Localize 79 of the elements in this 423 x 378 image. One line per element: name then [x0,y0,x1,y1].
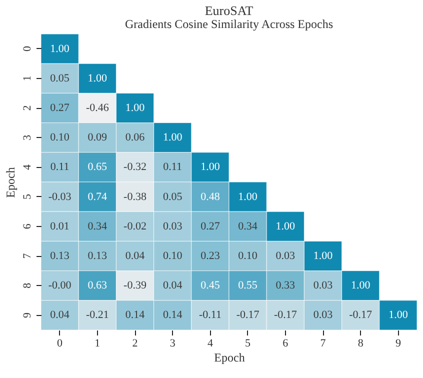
chart-title: EuroSAT [204,2,254,18]
data-label: -0.03 [48,190,72,203]
data-label: 0.11 [163,161,182,174]
data-label: 1.00 [276,220,296,232]
x-axis-title: Epoch [214,350,245,364]
data-label: 0.63 [88,280,108,292]
data-label: 0.09 [88,132,108,144]
data-label: 0.48 [200,190,220,203]
data-label: -0.32 [124,161,146,174]
data-label: 1.00 [238,190,258,203]
x-tick-label: 7 [320,338,326,350]
y-tick-label: 9 [22,312,34,318]
x-tick-label: 6 [282,338,289,350]
x-tick-label: 5 [245,338,252,350]
data-label: 0.13 [50,250,70,262]
y-tick-label: 0 [22,46,34,52]
data-label: 0.74 [88,190,108,203]
data-label: 0.45 [200,280,220,292]
data-label: 0.14 [125,309,146,322]
data-label: 1.00 [88,72,108,84]
data-label: 0.10 [162,250,183,262]
y-tick-label: 8 [22,282,34,288]
data-label: 0.03 [162,220,183,232]
y-tick-label: 1 [22,76,34,82]
data-label: -0.38 [124,190,147,203]
data-label: 0.03 [313,309,334,322]
x-tick-label: 4 [207,338,214,350]
data-label: -0.02 [124,220,146,232]
data-label: 0.10 [238,250,258,262]
data-label: 0.04 [50,309,70,322]
data-label: 0.14 [162,309,183,322]
data-label: -0.46 [86,102,110,114]
data-label: 0.65 [88,161,108,174]
data-label: 0.34 [88,220,108,232]
y-tick-label: 2 [22,105,34,111]
data-label: 0.33 [276,280,296,292]
data-label: -0.11 [198,309,222,322]
y-axis-title: Epoch [4,167,18,198]
data-label: 0.10 [50,132,70,144]
y-tick-label: 4 [22,164,34,170]
data-label: 0.04 [162,280,183,292]
chart-subtitle: Gradients Cosine Similarity Across Epochs [125,16,334,31]
y-tick-label: 3 [22,134,34,140]
data-label: 0.01 [50,220,70,232]
data-label: 0.03 [276,250,296,262]
data-label: 0.03 [313,280,334,292]
data-label: -0.21 [86,309,109,322]
data-label: -0.17 [349,309,373,322]
data-label: 1.00 [350,280,371,292]
x-tick-label: 3 [170,338,176,350]
data-label: 0.23 [200,250,220,262]
data-label: 0.27 [50,102,70,114]
x-tick-label: 8 [358,338,364,350]
data-label: 0.06 [125,132,146,144]
data-label: 0.05 [50,72,70,84]
x-tick-label: 2 [132,338,138,350]
data-label: 0.04 [125,250,146,262]
data-label: 1.00 [388,309,408,322]
data-label: -0.00 [48,280,72,292]
data-label: 0.55 [238,280,258,292]
data-label: -0.17 [236,309,260,322]
y-tick-label: 6 [22,223,34,230]
y-tick-label: 5 [22,194,34,200]
data-label: 1.00 [313,250,334,262]
data-label: -0.39 [124,280,147,292]
x-tick-label: 0 [57,338,64,350]
data-label: 1.00 [162,132,183,144]
x-tick-label: 9 [395,338,402,350]
data-label: -0.17 [274,309,298,322]
data-label: 1.00 [50,42,70,55]
data-label: 0.05 [162,190,183,203]
data-label: 0.34 [238,220,258,232]
data-label: 1.00 [125,102,146,114]
data-label: 0.11 [50,161,70,174]
data-label: 0.27 [200,220,220,232]
x-tick-label: 1 [94,338,100,350]
data-label: 1.00 [200,161,220,174]
data-label: 0.13 [88,250,108,262]
y-tick-label: 7 [22,252,34,259]
